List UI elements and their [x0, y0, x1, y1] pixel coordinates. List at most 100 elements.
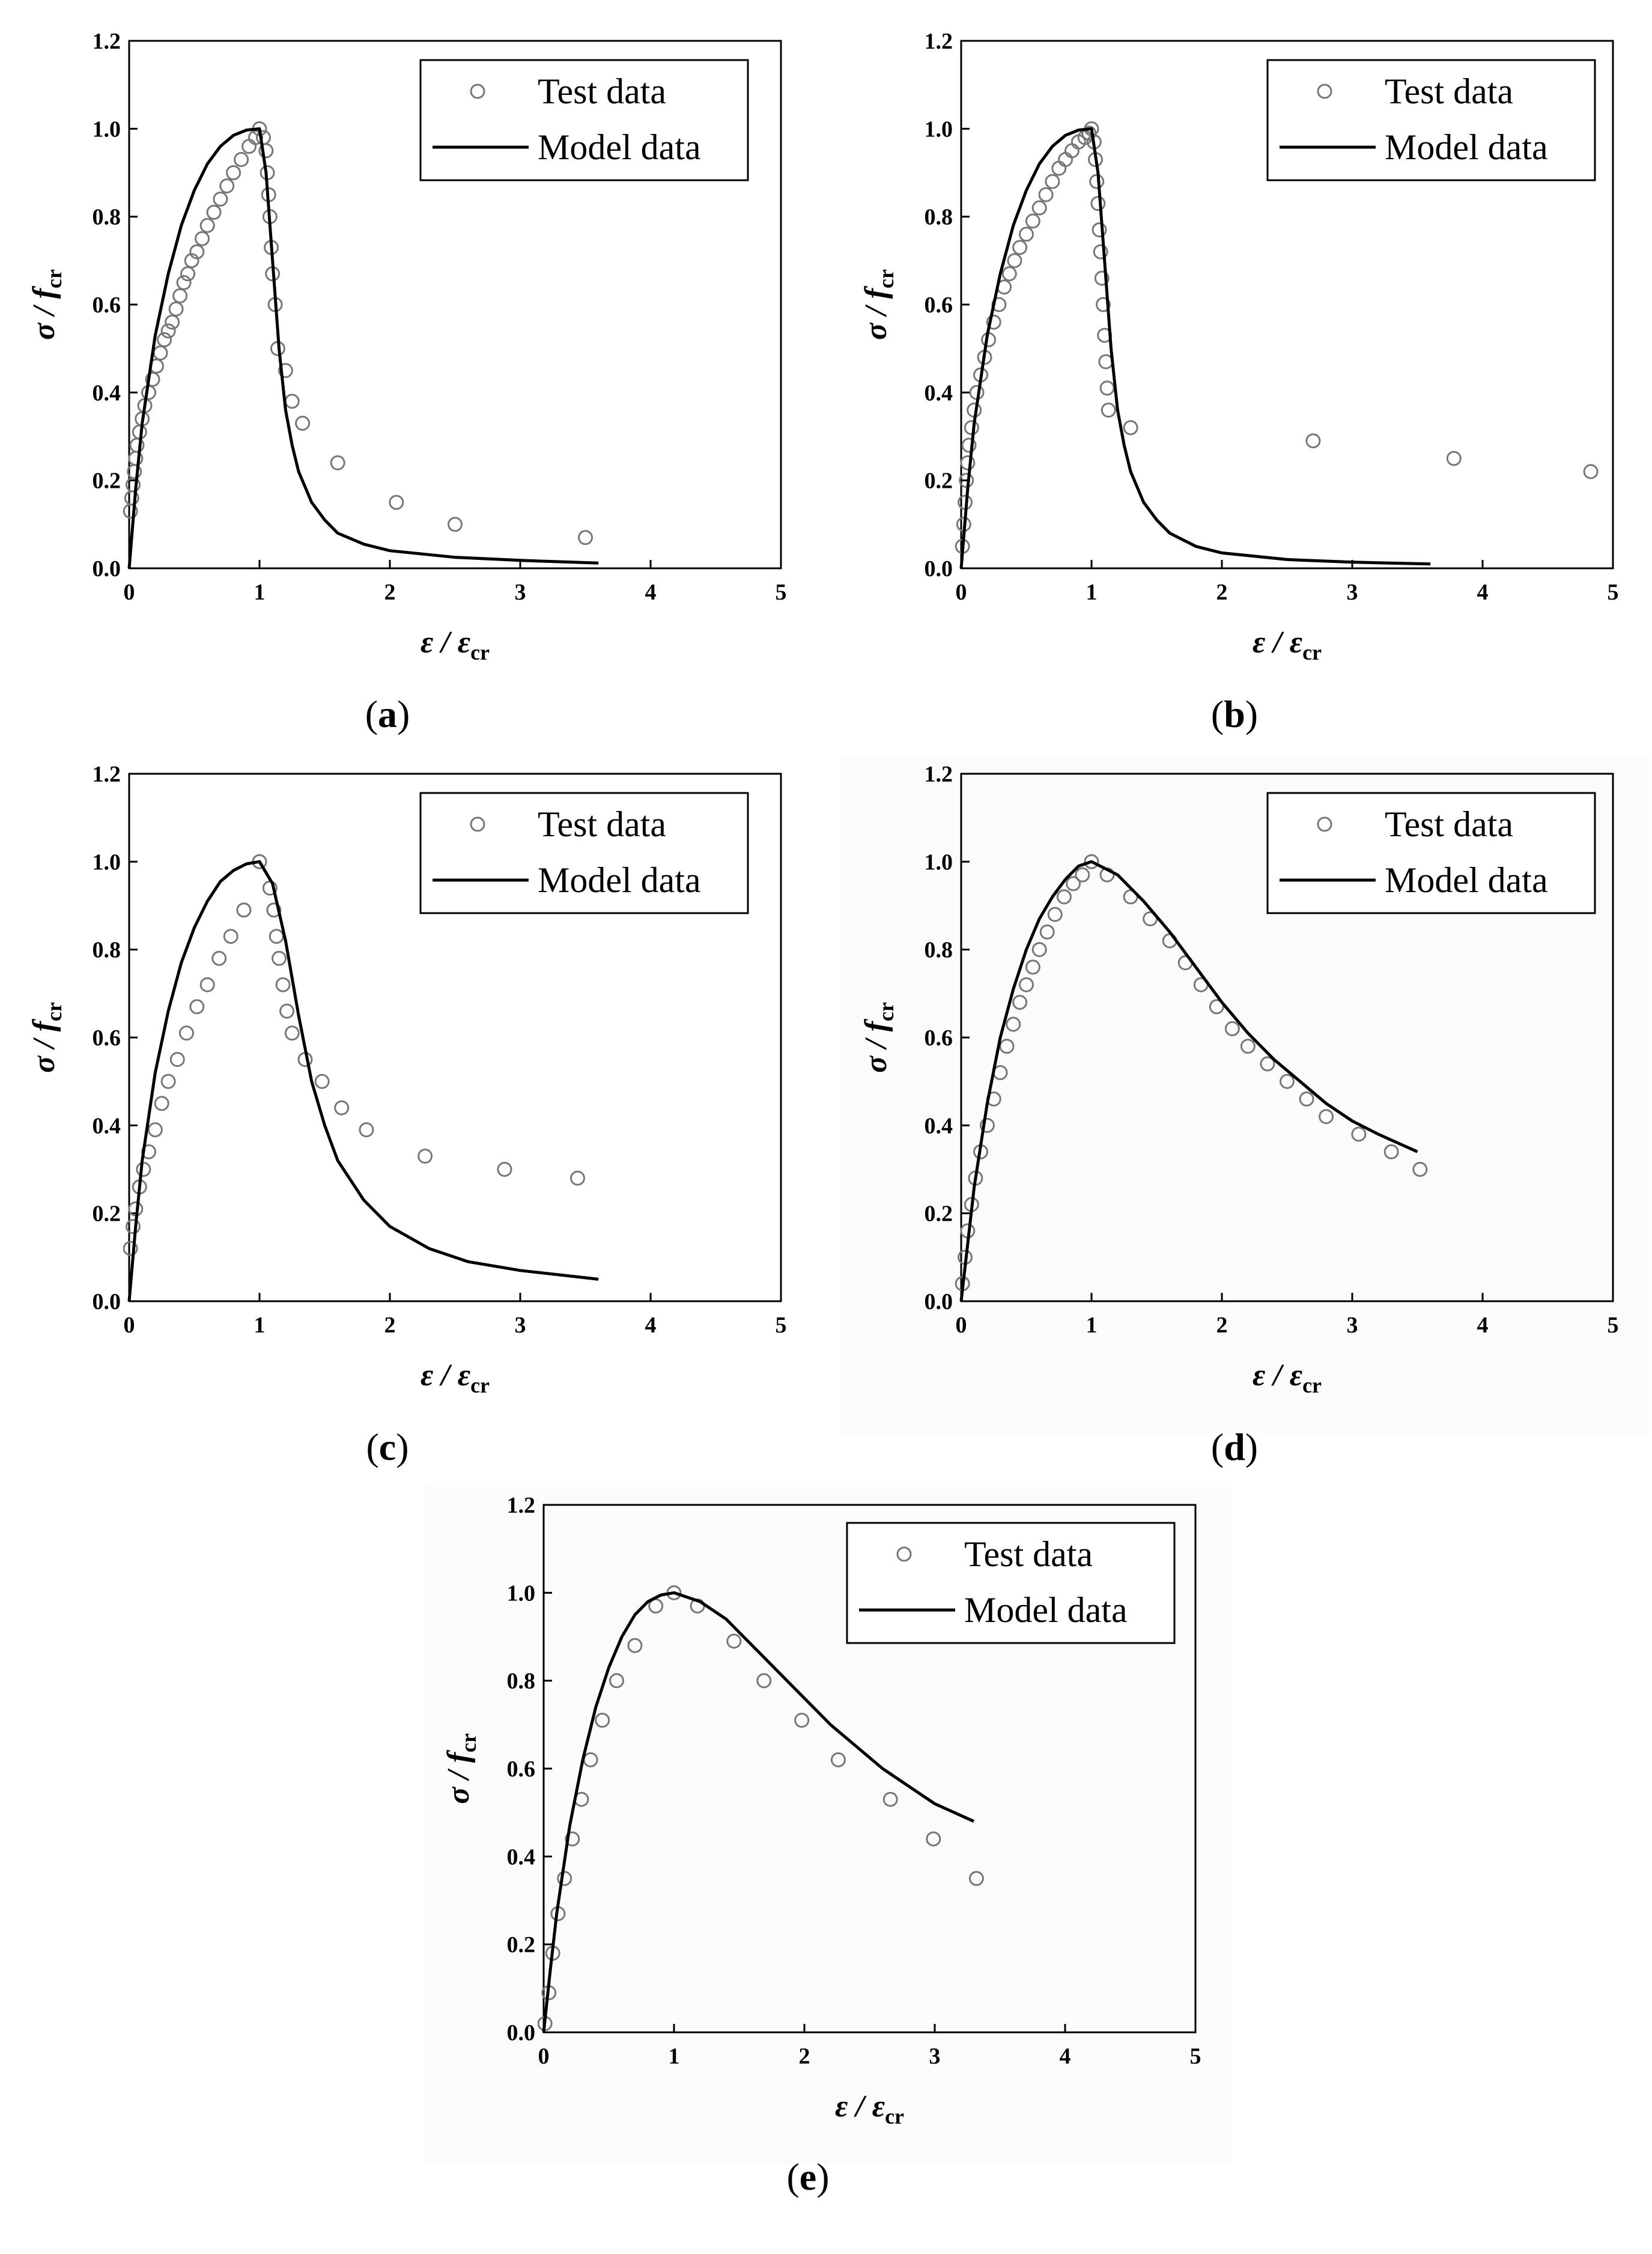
test-data-point: [1084, 854, 1099, 869]
x-tick-label: 1: [254, 1313, 266, 1338]
x-tick-label: 4: [1477, 1313, 1489, 1338]
test-data-point: [330, 455, 345, 470]
legend-label-model-data: Model data: [1385, 860, 1548, 900]
test-data-point: [1064, 143, 1080, 159]
test-data-point: [272, 950, 287, 966]
test-data-point: [1012, 240, 1028, 255]
test-data-point: [1006, 1016, 1021, 1032]
test-data-point: [961, 437, 977, 453]
x-tick-label: 4: [645, 580, 657, 605]
x-tick-label: 3: [1347, 580, 1358, 605]
test-data-point: [1075, 867, 1090, 882]
test-data-point: [145, 371, 160, 387]
test-data-point: [1299, 1091, 1314, 1107]
test-data-point: [794, 1713, 810, 1728]
test-data-point: [295, 416, 311, 431]
y-tick-label: 0.8: [93, 205, 121, 230]
test-data-point: [756, 1673, 772, 1689]
test-data-point: [595, 1713, 610, 1728]
test-data-point: [126, 1219, 141, 1235]
test-data-point: [627, 1638, 643, 1653]
test-data-point: [178, 1025, 194, 1041]
test-data-point: [1001, 266, 1017, 282]
y-tick-label: 0.4: [93, 380, 121, 406]
y-tick-label: 1.0: [93, 117, 121, 142]
test-data-point: [266, 902, 282, 918]
test-data-point: [578, 530, 593, 545]
y-tick-label: 1.2: [507, 1493, 536, 1518]
test-data-point: [234, 152, 249, 168]
test-data-point: [1094, 270, 1110, 286]
legend-box: [1266, 59, 1596, 181]
test-data-point: [497, 1162, 512, 1177]
panel-caption: (d): [1211, 1426, 1258, 1468]
x-tick-label: 2: [384, 1313, 396, 1338]
x-tick-label: 0: [124, 580, 135, 605]
legend-label-test-data: Test data: [538, 71, 666, 111]
test-data-point: [172, 288, 188, 303]
x-tick-label: 2: [1216, 580, 1228, 605]
test-data-point: [184, 253, 199, 269]
test-data-point: [1383, 1144, 1399, 1159]
legend-label-model-data: Model data: [538, 127, 701, 167]
legend-box: [1266, 792, 1596, 914]
test-data-point: [1123, 420, 1138, 436]
x-tick-label: 4: [1060, 2044, 1071, 2069]
test-data-point: [213, 191, 228, 207]
test-data-point: [1099, 380, 1115, 396]
panel-caption: (c): [366, 1426, 408, 1468]
test-data-point: [1093, 244, 1108, 260]
test-data-point: [448, 517, 463, 532]
y-tick-label: 0.2: [93, 469, 121, 494]
test-data-point: [176, 275, 192, 290]
test-data-point: [168, 301, 184, 317]
y-tick-label: 1.2: [93, 29, 121, 54]
x-tick-label: 5: [1608, 1313, 1619, 1338]
x-axis-label: ε / εcr: [1253, 625, 1322, 664]
y-tick-label: 0.6: [507, 1757, 536, 1782]
x-axis-label: ε / εcr: [421, 625, 490, 664]
legend-marker-test-data: [470, 84, 485, 99]
test-data-point: [882, 1791, 898, 1807]
y-tick-label: 0.2: [507, 1933, 536, 1958]
test-data-point: [147, 1122, 163, 1138]
panel-caption: (a): [365, 693, 410, 735]
y-tick-label: 0.6: [93, 293, 121, 318]
test-data-point: [189, 999, 205, 1015]
test-data-point: [1019, 226, 1034, 242]
test-data-point: [418, 1149, 433, 1164]
legend-marker-test-data: [1317, 816, 1332, 832]
test-data-point: [199, 217, 215, 233]
test-data-point: [609, 1673, 625, 1689]
series-line-model-data: [127, 127, 599, 569]
test-data-point: [830, 1752, 846, 1767]
test-data-point: [1031, 942, 1047, 958]
test-data-point: [195, 231, 210, 246]
y-tick-label: 0.2: [93, 1201, 121, 1227]
y-tick-label: 0.6: [93, 1025, 121, 1051]
test-data-point: [160, 323, 176, 339]
test-data-point: [269, 929, 284, 944]
test-data-point: [314, 1074, 330, 1089]
test-data-point: [960, 455, 976, 470]
legend-label-test-data: Test data: [538, 804, 666, 844]
test-data-point: [1038, 187, 1054, 202]
series-line-model-data: [959, 860, 1418, 1302]
test-data-point: [1412, 1162, 1428, 1177]
y-tick-label: 0.2: [925, 1201, 953, 1227]
panel-caption: (b): [1211, 693, 1258, 735]
chart-panel-b: 0 1 2 3 4 5 0.0 0.2 0.4 0.6 0.8 1.0 1.2 ε / εcr σ / fc…: [859, 29, 1619, 735]
test-data-point: [986, 314, 1001, 330]
test-data-point: [1319, 1109, 1334, 1125]
test-data-point: [258, 143, 274, 159]
test-data-point: [1056, 889, 1072, 905]
test-data-point: [1224, 1021, 1240, 1036]
y-tick-label: 0.0: [93, 1289, 121, 1314]
test-data-point: [1096, 297, 1111, 312]
y-axis-label: σ / fcr: [27, 269, 66, 340]
test-data-point: [1101, 402, 1116, 418]
test-data-point: [160, 1074, 176, 1089]
test-data-point: [1045, 174, 1060, 189]
test-data-point: [154, 1096, 169, 1111]
